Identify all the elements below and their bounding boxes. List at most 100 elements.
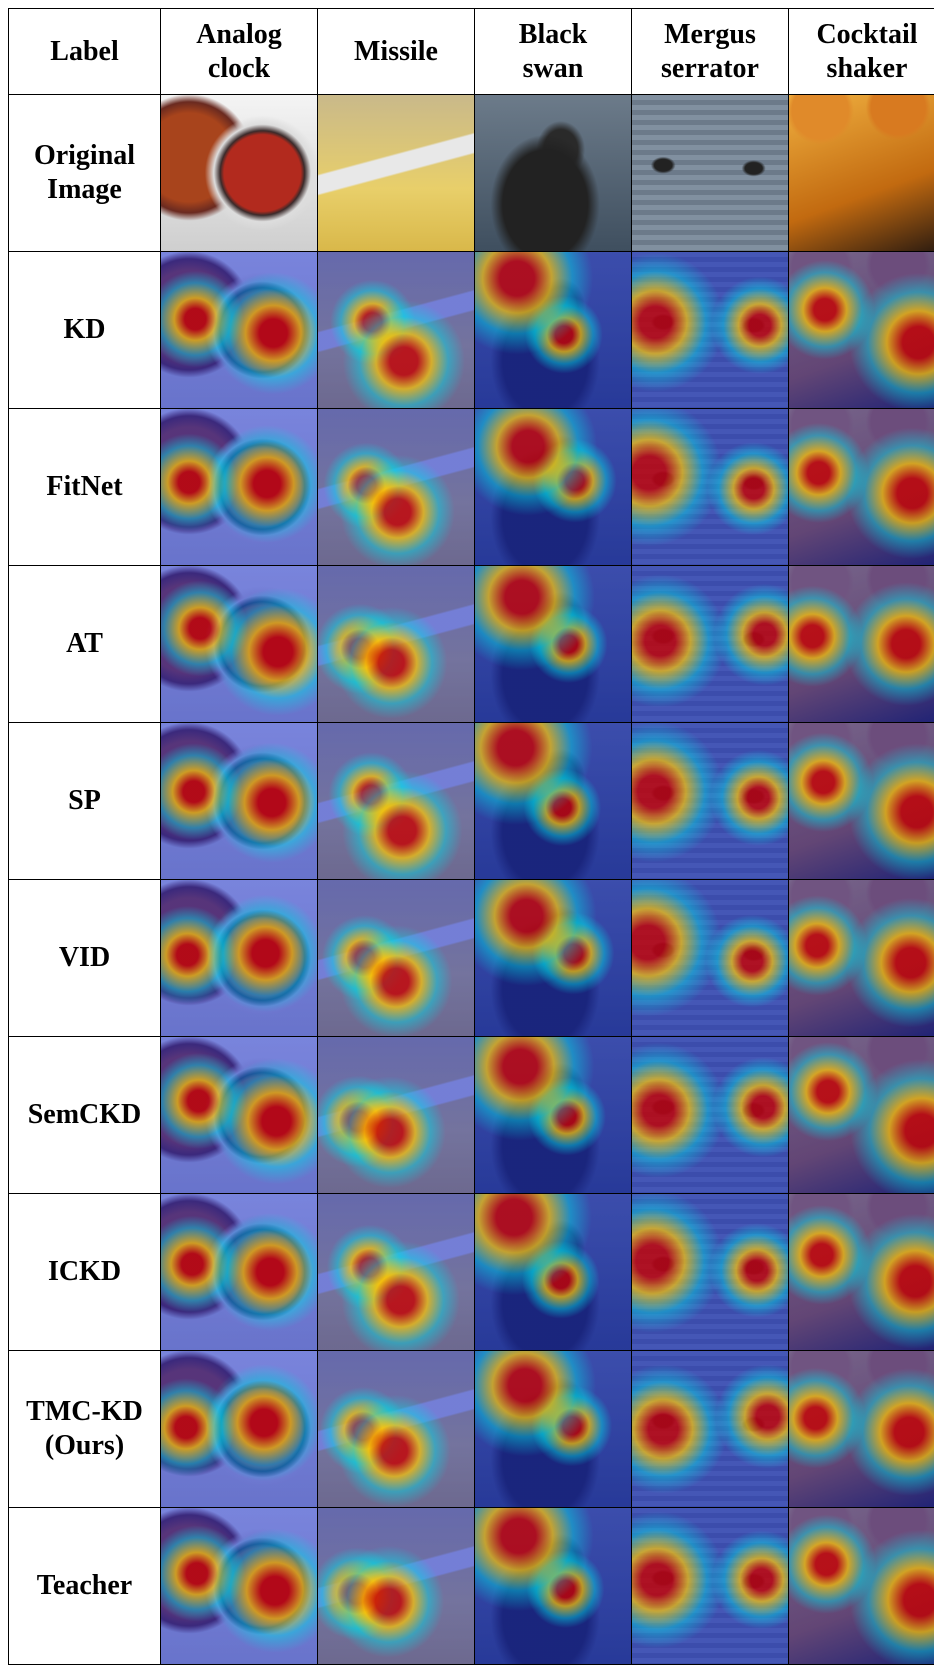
heatmap-image — [161, 409, 317, 565]
original-image — [632, 95, 788, 251]
image-cell — [475, 880, 632, 1037]
row-label: KD — [9, 252, 161, 409]
heatmap-image — [632, 1194, 788, 1350]
row-label-text: KD — [50, 313, 120, 347]
row-label: SemCKD — [9, 1037, 161, 1194]
heatmap-image — [632, 566, 788, 722]
heatmap-image — [318, 1351, 474, 1507]
heatmap-image — [161, 1351, 317, 1507]
heatmap-image — [475, 1194, 631, 1350]
image-cell — [161, 1037, 318, 1194]
original-image — [475, 95, 631, 251]
heatmap-image — [475, 1508, 631, 1664]
heatmap-image — [318, 723, 474, 879]
row-label: AT — [9, 566, 161, 723]
heatmap-image — [318, 252, 474, 408]
row-label-text: AT — [52, 627, 117, 661]
heatmap-image — [318, 1508, 474, 1664]
image-cell — [475, 723, 632, 880]
image-cell — [318, 1037, 475, 1194]
heatmap-image — [632, 880, 788, 1036]
image-cell — [318, 252, 475, 409]
image-cell — [789, 566, 934, 723]
row-label-text: ICKD — [34, 1255, 135, 1289]
row-label-text: Teacher — [23, 1569, 146, 1603]
column-header-text: Mergus serrator — [632, 18, 788, 86]
heatmap-image — [632, 723, 788, 879]
heatmap-image — [789, 1351, 934, 1507]
heatmap-image — [789, 566, 934, 722]
image-cell — [475, 1508, 632, 1665]
image-cell — [789, 1351, 934, 1508]
heatmap-image — [161, 1508, 317, 1664]
image-cell — [161, 723, 318, 880]
image-cell — [318, 409, 475, 566]
heatmap-image — [318, 880, 474, 1036]
heatmap-image — [161, 252, 317, 408]
row-label: TMC-KD (Ours) — [9, 1351, 161, 1508]
heatmap-image — [632, 1508, 788, 1664]
image-cell — [161, 95, 318, 252]
row-label-text: FitNet — [32, 470, 136, 504]
image-cell — [318, 95, 475, 252]
heatmap-image — [789, 1194, 934, 1350]
image-cell — [632, 409, 789, 566]
column-header: Mergus serrator — [632, 9, 789, 95]
heatmap-image — [475, 566, 631, 722]
image-cell — [632, 95, 789, 252]
original-image — [161, 95, 317, 251]
image-cell — [789, 409, 934, 566]
heatmap-image — [475, 1037, 631, 1193]
image-cell — [475, 566, 632, 723]
image-cell — [632, 252, 789, 409]
image-cell — [789, 95, 934, 252]
original-image — [789, 95, 934, 251]
image-cell — [475, 1351, 632, 1508]
image-cell — [789, 1037, 934, 1194]
image-cell — [318, 1194, 475, 1351]
heatmap-image — [789, 252, 934, 408]
image-cell — [161, 409, 318, 566]
heatmap-image — [789, 1037, 934, 1193]
column-header-text: Cocktail shaker — [789, 18, 934, 86]
heatmap-image — [475, 880, 631, 1036]
column-header-text: Black swan — [475, 18, 631, 86]
image-cell — [161, 1351, 318, 1508]
heatmap-image — [789, 409, 934, 565]
image-cell — [161, 252, 318, 409]
heatmap-image — [632, 1037, 788, 1193]
heatmap-image — [632, 409, 788, 565]
heatmap-image — [318, 409, 474, 565]
image-cell — [161, 1194, 318, 1351]
image-cell — [632, 1037, 789, 1194]
heatmap-image — [789, 1508, 934, 1664]
image-cell — [475, 252, 632, 409]
row-label: SP — [9, 723, 161, 880]
heatmap-image — [318, 1037, 474, 1193]
row-label: ICKD — [9, 1194, 161, 1351]
page: LabelAnalog clockMissileBlack swanMergus… — [0, 0, 934, 1660]
image-cell — [632, 566, 789, 723]
heatmap-image — [161, 880, 317, 1036]
image-cell — [318, 1351, 475, 1508]
heatmap-image — [789, 723, 934, 879]
row-label: VID — [9, 880, 161, 1037]
row-label-text: VID — [45, 941, 124, 975]
image-cell — [789, 880, 934, 1037]
heatmap-image — [161, 1194, 317, 1350]
heatmap-image — [632, 1351, 788, 1507]
image-cell — [161, 566, 318, 723]
column-header: Analog clock — [161, 9, 318, 95]
row-label: Original Image — [9, 95, 161, 252]
heatmap-image — [161, 723, 317, 879]
row-label-text: Original Image — [9, 139, 160, 207]
heatmap-image — [475, 723, 631, 879]
column-header: Missile — [318, 9, 475, 95]
row-label: FitNet — [9, 409, 161, 566]
original-image — [318, 95, 474, 251]
image-cell — [632, 880, 789, 1037]
heatmap-image — [161, 1037, 317, 1193]
heatmap-image — [475, 409, 631, 565]
heatmap-image — [789, 880, 934, 1036]
image-cell — [475, 95, 632, 252]
